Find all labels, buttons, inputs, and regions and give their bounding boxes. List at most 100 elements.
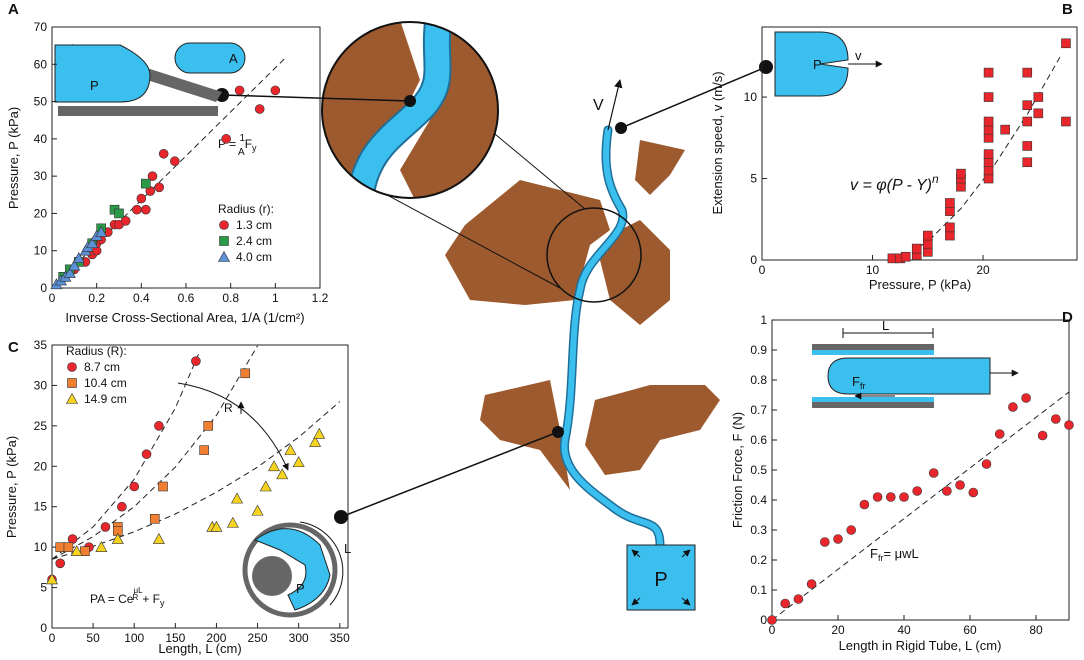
legend-label: 14.9 cm	[84, 392, 127, 406]
connector	[221, 94, 411, 102]
point	[117, 501, 127, 512]
arrow-label: R	[224, 401, 233, 415]
arrow	[631, 597, 641, 606]
rock	[445, 180, 610, 305]
y-tick-label: 0	[760, 613, 767, 627]
point	[942, 486, 952, 496]
annotation: v = φ(P - Y)n	[850, 172, 939, 194]
y-tick-label: 35	[34, 338, 48, 352]
fit-line	[51, 350, 201, 560]
x-tick-label: 20	[976, 263, 990, 277]
point	[132, 204, 142, 215]
scene: V P	[215, 21, 773, 611]
y-tick-label: 0.6	[750, 433, 767, 447]
point	[111, 532, 124, 544]
tube-lining	[812, 397, 934, 402]
inset-label: P	[90, 78, 99, 93]
x-axis-title: Length in Rigid Tube, L (cm)	[839, 638, 1002, 653]
point	[141, 178, 151, 189]
y-tick-label: 70	[34, 20, 48, 34]
velocity-arrow	[607, 79, 623, 131]
point	[276, 468, 289, 480]
x-tick-label: 1.2	[312, 291, 329, 305]
chart: 0 0.2 0.4 0.6 0.8 1 1.2 0 10 20 30 40 50 60 70 Inverse …	[6, 1, 329, 325]
point	[67, 534, 78, 544]
point	[267, 460, 281, 472]
point	[55, 558, 66, 569]
inset-c: P L R PA = CeμL R + Fy	[90, 382, 351, 618]
point	[284, 443, 297, 455]
legend-title: Radius (R):	[66, 344, 127, 358]
plate	[58, 106, 218, 116]
point	[80, 546, 90, 556]
point	[922, 230, 933, 241]
y-tick-label: 10	[34, 540, 48, 554]
point	[191, 356, 201, 366]
point	[983, 173, 994, 184]
y-tick-label: 15	[34, 500, 48, 514]
x-tick-label: 0.8	[222, 291, 239, 305]
point	[806, 579, 817, 589]
point	[219, 220, 229, 230]
point	[833, 534, 843, 544]
legend-label: 4.0 cm	[236, 250, 272, 264]
x-tick-label: 200	[206, 631, 226, 645]
point	[899, 492, 909, 502]
rock	[322, 22, 420, 190]
legend-label: 10.4 cm	[84, 376, 127, 390]
robot-tip	[54, 44, 151, 103]
point	[1037, 430, 1048, 441]
annotation: PA = CeμL R + Fy	[90, 586, 165, 608]
point	[981, 459, 992, 469]
y-axis-title: Pressure, P (kPa)	[4, 436, 19, 538]
point	[251, 504, 264, 516]
point	[203, 421, 214, 431]
connector	[340, 431, 559, 518]
inset-label: P	[296, 581, 305, 596]
inset-label: A	[229, 51, 238, 66]
point	[152, 532, 165, 544]
robot-body	[348, 22, 452, 198]
connector-dot	[404, 95, 416, 107]
cross-section	[174, 42, 246, 74]
arrow	[631, 549, 641, 558]
inset-d: L Ffr Ffr= μwL	[812, 318, 1019, 563]
x-axis-title: Inverse Cross-Sectional Area, 1/A (1/cm²…	[65, 310, 304, 325]
point	[1022, 116, 1033, 127]
point	[219, 236, 229, 246]
point	[63, 266, 76, 278]
x-tick-label: 40	[897, 623, 911, 637]
point	[983, 132, 994, 143]
panel-label: A	[8, 1, 19, 18]
tube-wall	[812, 344, 934, 350]
point	[95, 541, 108, 552]
point	[983, 116, 994, 127]
point	[1021, 393, 1031, 403]
point	[292, 456, 305, 468]
rock	[635, 140, 685, 195]
point	[922, 247, 933, 257]
trend-arrow	[177, 382, 289, 471]
velocity-label: V	[593, 97, 604, 114]
point	[983, 124, 994, 135]
point	[114, 208, 124, 219]
point	[100, 522, 111, 532]
pressure-label: P	[654, 569, 667, 591]
y-tick-label: 50	[34, 95, 48, 109]
point	[154, 421, 164, 431]
point	[170, 156, 180, 167]
tube-wall	[812, 402, 934, 408]
point	[68, 259, 81, 271]
connector-dot	[552, 426, 564, 438]
arrow	[681, 597, 691, 606]
point	[120, 216, 131, 226]
x-tick-label: 1	[272, 291, 279, 305]
point	[885, 492, 896, 502]
point	[1061, 116, 1071, 127]
chart: 0 20 40 60 80 0 0.1 0.2 0.3 0.4 0.5 0.6 0.7 0.8 0.9 1 Le…	[730, 309, 1074, 653]
zoom-region	[546, 207, 642, 303]
point	[956, 168, 966, 179]
chart: 0 50 100 150 200 250 300 350 0 5 10 15 20 25 30 35 Lengt…	[4, 338, 350, 656]
y-tick-label: 20	[34, 206, 48, 220]
point	[983, 149, 994, 159]
